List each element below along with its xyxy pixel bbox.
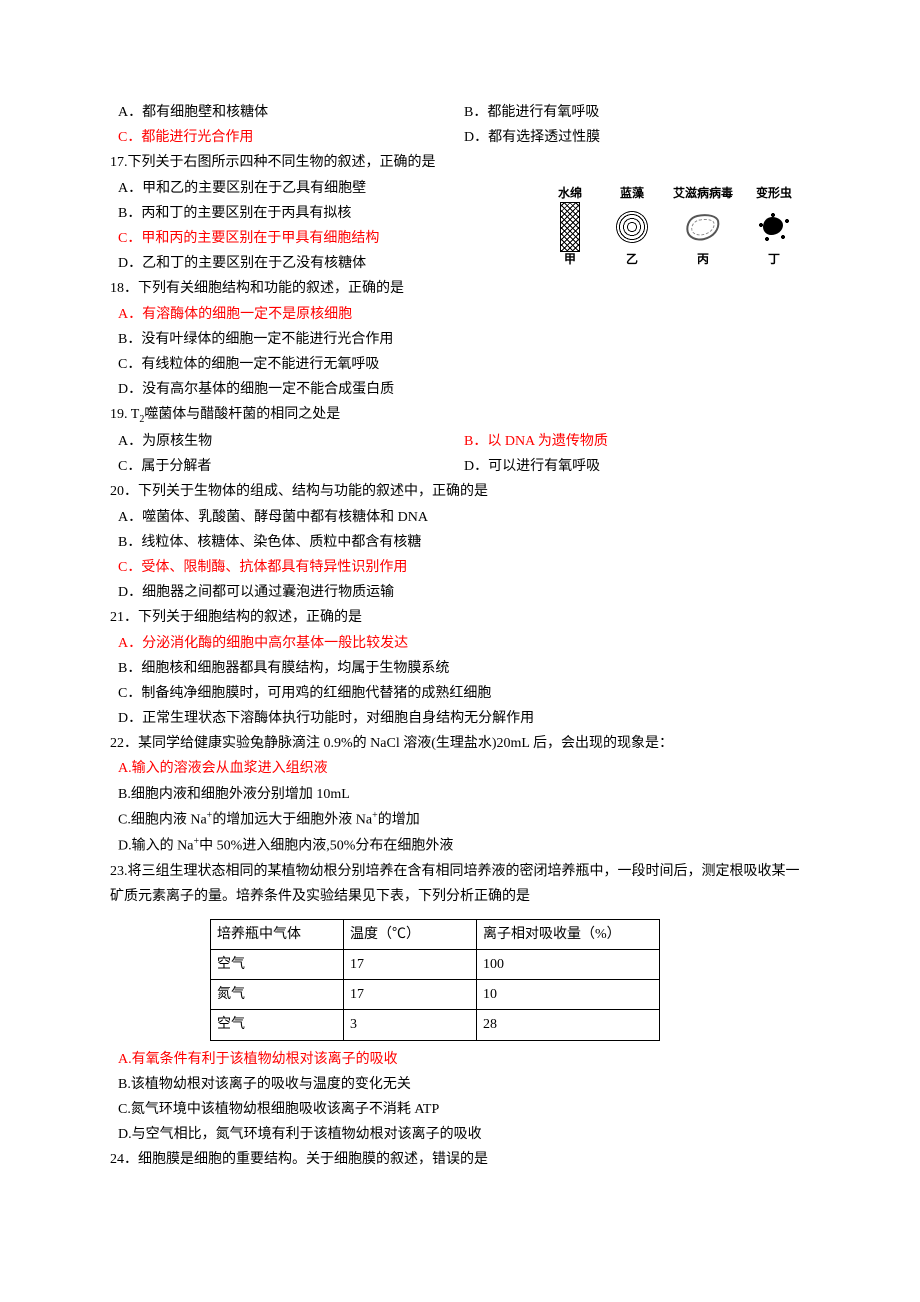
q22-stem: 22．某同学给健康实验兔静脉滴注 0.9%的 NaCl 溶液(生理盐水)20mL…	[110, 731, 810, 756]
q22-d-post: 中 50%进入细胞内液,50%分布在细胞外液	[199, 838, 453, 853]
q20-option-b: B．线粒体、核糖体、染色体、质粒中都含有核糖	[110, 530, 810, 555]
q19-option-d: D．可以进行有氧呼吸	[464, 454, 810, 479]
figure-label-bottom: 甲	[564, 249, 576, 271]
table-cell: 28	[477, 1010, 660, 1040]
q21-option-c: C．制备纯净细胞膜时，可用鸡的红细胞代替猪的成熟红细胞	[110, 681, 810, 706]
figure-col-yi: 蓝藻 乙	[611, 183, 653, 270]
q23-option-b: B.该植物幼根对该离子的吸收与温度的变化无关	[110, 1072, 810, 1097]
table-row: 空气 17 100	[211, 950, 660, 980]
figure-col-bing: 艾滋病病毒 丙	[673, 183, 733, 270]
q19-option-b: B．以 DNA 为遗传物质	[464, 429, 810, 454]
q20-option-a: A．噬菌体、乳酸菌、酵母菌中都有核糖体和 DNA	[110, 505, 810, 530]
table-cell: 氮气	[211, 980, 344, 1010]
table-cell: 100	[477, 950, 660, 980]
q22-option-a: A.输入的溶液会从血浆进入组织液	[110, 756, 810, 781]
q16-option-a: A．都有细胞壁和核糖体	[118, 100, 464, 125]
specimen-lanzao	[611, 209, 653, 245]
q18-option-c: C．有线粒体的细胞一定不能进行无氧呼吸	[110, 352, 810, 377]
q20-option-d: D．细胞器之间都可以通过囊泡进行物质运输	[110, 580, 810, 605]
q23-option-c: C.氮气环境中该植物幼根细胞吸收该离子不消耗 ATP	[110, 1097, 810, 1122]
q22-c-mid: 的增加远大于细胞外液 Na	[212, 813, 372, 828]
q19-stem-prefix: 19.	[110, 407, 128, 422]
q18-stem: 18．下列有关细胞结构和功能的叙述，正确的是	[110, 276, 810, 301]
q22-option-d: D.输入的 Na+中 50%进入细胞内液,50%分布在细胞外液	[110, 833, 810, 859]
q18-option-b: B．没有叶绿体的细胞一定不能进行光合作用	[110, 327, 810, 352]
table-header-row: 培养瓶中气体 温度（℃） 离子相对吸收量（%）	[211, 919, 660, 949]
q21-option-b: B．细胞核和细胞器都具有膜结构，均属于生物膜系统	[110, 656, 810, 681]
q20-option-c: C．受体、限制酶、抗体都具有特异性识别作用	[110, 555, 810, 580]
table-header: 培养瓶中气体	[211, 919, 344, 949]
q18-option-d: D．没有高尔基体的细胞一定不能合成蛋白质	[110, 377, 810, 402]
figure-label-top: 变形虫	[756, 183, 792, 205]
exam-page: 水绵 甲 蓝藻 乙 艾滋病病毒 丙 变形虫 丁 A．都有细胞壁和核糖体 B．都能…	[0, 0, 920, 1302]
figure-label-bottom: 丙	[697, 249, 709, 271]
table-cell: 3	[344, 1010, 477, 1040]
table-row: 空气 3 28	[211, 1010, 660, 1040]
q22-c-post: 的增加	[378, 813, 420, 828]
q22-d-pre: D.输入的 Na	[118, 838, 193, 853]
figure-col-jia: 水绵 甲	[549, 183, 591, 270]
table-cell: 空气	[211, 1010, 344, 1040]
q16-options: A．都有细胞壁和核糖体 B．都能进行有氧呼吸 C．都能进行光合作用 D．都有选择…	[110, 100, 810, 150]
specimen-hiv	[682, 209, 724, 245]
figure-label-bottom: 乙	[626, 249, 638, 271]
q19-option-c: C．属于分解者	[118, 454, 464, 479]
q23-option-d: D.与空气相比，氮气环境有利于该植物幼根对该离子的吸收	[110, 1122, 810, 1147]
table-cell: 17	[344, 950, 477, 980]
q21-option-a: A．分泌消化酶的细胞中高尔基体一般比较发达	[110, 631, 810, 656]
table-cell: 空气	[211, 950, 344, 980]
q23-option-a: A.有氧条件有利于该植物幼根对该离子的吸收	[110, 1047, 810, 1072]
table-cell: 10	[477, 980, 660, 1010]
figure-label-bottom: 丁	[768, 249, 780, 271]
figure-label-top: 蓝藻	[620, 183, 644, 205]
q24-stem: 24．细胞膜是细胞的重要结构。关于细胞膜的叙述，错误的是	[110, 1147, 810, 1172]
figure-label-top: 艾滋病病毒	[673, 183, 733, 205]
table-cell: 17	[344, 980, 477, 1010]
q20-stem: 20．下列关于生物体的组成、结构与功能的叙述中，正确的是	[110, 479, 810, 504]
q16-option-d: D．都有选择透过性膜	[464, 125, 810, 150]
q21-stem: 21．下列关于细胞结构的叙述，正确的是	[110, 605, 810, 630]
q23-table: 培养瓶中气体 温度（℃） 离子相对吸收量（%） 空气 17 100 氮气 17 …	[210, 919, 660, 1041]
q22-c-pre: C.细胞内液 Na	[118, 813, 207, 828]
q22-option-c: C.细胞内液 Na+的增加远大于细胞外液 Na+的增加	[110, 807, 810, 833]
q17-figure: 水绵 甲 蓝藻 乙 艾滋病病毒 丙 变形虫 丁	[549, 183, 795, 270]
table-row: 氮气 17 10	[211, 980, 660, 1010]
q18-option-a: A．有溶酶体的细胞一定不是原核细胞	[110, 302, 810, 327]
q22-option-b: B.细胞内液和细胞外液分别增加 10mL	[110, 782, 810, 807]
table-header: 温度（℃）	[344, 919, 477, 949]
table-header: 离子相对吸收量（%）	[477, 919, 660, 949]
q16-option-b: B．都能进行有氧呼吸	[464, 100, 810, 125]
specimen-shuimian	[549, 209, 591, 245]
q17-stem: 17.下列关于右图所示四种不同生物的叙述，正确的是	[110, 150, 810, 175]
q19-stem: 19. T2噬菌体与醋酸杆菌的相同之处是	[110, 402, 810, 429]
q19-option-a: A．为原核生物	[118, 429, 464, 454]
q21-option-d: D．正常生理状态下溶酶体执行功能时，对细胞自身结构无分解作用	[110, 706, 810, 731]
q16-option-c: C．都能进行光合作用	[118, 125, 464, 150]
specimen-amoeba	[753, 209, 795, 245]
figure-col-ding: 变形虫 丁	[753, 183, 795, 270]
q19-options: A．为原核生物 B．以 DNA 为遗传物质 C．属于分解者 D．可以进行有氧呼吸	[110, 429, 810, 479]
q23-stem: 23.将三组生理状态相同的某植物幼根分别培养在含有相同培养液的密闭培养瓶中，一段…	[110, 859, 810, 909]
q19-stem-rest: 噬菌体与醋酸杆菌的相同之处是	[144, 407, 340, 422]
